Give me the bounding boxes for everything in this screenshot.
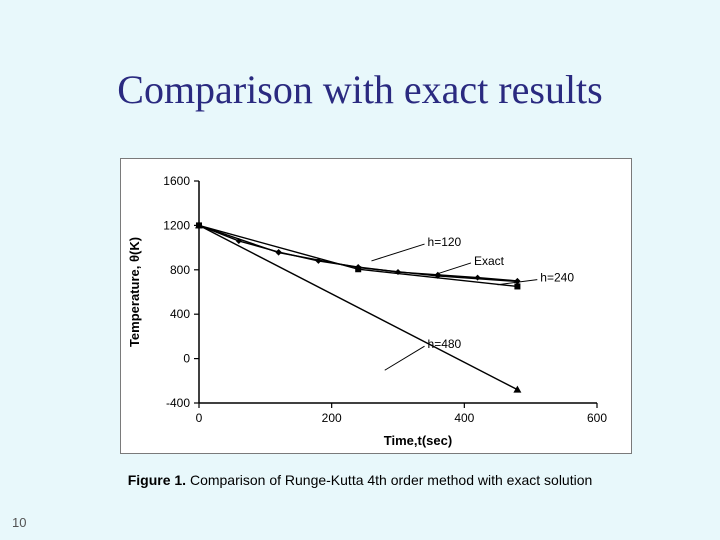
svg-text:-400: -400	[166, 396, 190, 410]
svg-text:800: 800	[170, 263, 190, 277]
svg-text:1600: 1600	[163, 174, 190, 188]
svg-text:0: 0	[196, 411, 203, 425]
svg-text:400: 400	[170, 307, 190, 321]
svg-text:Time,t(sec): Time,t(sec)	[384, 433, 452, 448]
caption-lead: Figure 1.	[128, 472, 186, 488]
page-number: 10	[12, 515, 26, 530]
slide: Comparison with exact results -400 0 400 80…	[0, 0, 720, 540]
slide-title: Comparison with exact results	[0, 66, 720, 113]
svg-text:h=480: h=480	[428, 337, 462, 351]
chart-frame: -400 0 400 800 1200 1600 0 200 400 600 Time,t(sec)…	[120, 158, 632, 454]
svg-text:1200: 1200	[163, 218, 190, 232]
svg-text:0: 0	[183, 352, 190, 366]
svg-text:h=240: h=240	[540, 271, 574, 285]
figure-caption: Figure 1. Comparison of Runge-Kutta 4th …	[0, 472, 720, 488]
svg-text:600: 600	[587, 411, 607, 425]
svg-text:h=120: h=120	[428, 235, 462, 249]
chart-svg: -400 0 400 800 1200 1600 0 200 400 600 Time,t(sec)…	[121, 159, 631, 453]
svg-text:Exact: Exact	[474, 254, 505, 268]
caption-rest: Comparison of Runge-Kutta 4th order meth…	[186, 472, 592, 488]
svg-text:200: 200	[322, 411, 342, 425]
svg-text:Temperature, θ(K): Temperature, θ(K)	[127, 237, 142, 347]
svg-text:400: 400	[454, 411, 474, 425]
